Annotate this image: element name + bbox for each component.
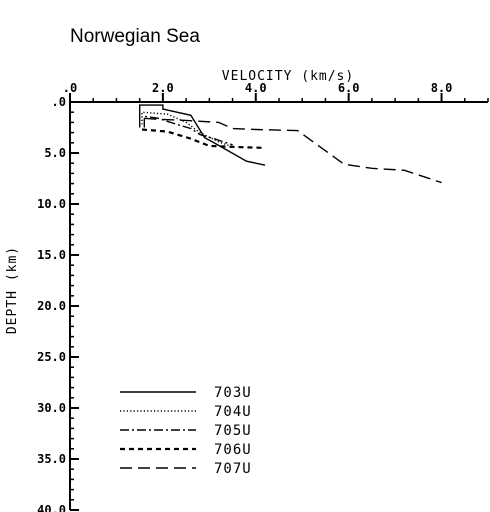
- x-tick-label: .0: [63, 81, 77, 95]
- series-line-707U: [144, 117, 442, 184]
- series-line-703U: [138, 104, 266, 166]
- legend-label: 706U: [214, 442, 252, 458]
- legend-label: 704U: [214, 404, 252, 420]
- y-tick-label: 10.0: [37, 197, 66, 211]
- x-tick-label: 2.0: [152, 81, 174, 95]
- y-ticks: .0 5.0 10.0 15.0 20.0 25.0 30.0 35.0 40.0: [37, 95, 79, 512]
- series-lines: [138, 104, 442, 184]
- y-tick-label: 15.0: [37, 248, 66, 262]
- x-axis-label: VELOCITY (km/s): [222, 69, 354, 84]
- legend: 703U 704U 705U 706U 707U: [120, 385, 252, 477]
- x-tick-label: 6.0: [338, 81, 360, 95]
- legend-label: 705U: [214, 423, 252, 439]
- y-tick-label: 40.0: [37, 503, 66, 512]
- series-line-705U: [143, 115, 233, 146]
- y-tick-label: 20.0: [37, 299, 66, 313]
- chart-title: Norwegian Sea: [70, 26, 200, 47]
- series-line-704U: [141, 111, 233, 148]
- x-ticks: .0 2.0 4.0 6.0 8.0: [63, 81, 489, 102]
- y-tick-label: 30.0: [37, 401, 66, 415]
- y-axis-label: DEPTH (km): [5, 246, 20, 334]
- y-tick-label: 25.0: [37, 350, 66, 364]
- y-tick-label: 5.0: [44, 146, 66, 160]
- legend-label: 703U: [214, 385, 252, 401]
- legend-label: 707U: [214, 461, 252, 477]
- x-tick-label: 8.0: [431, 81, 453, 95]
- x-tick-label: 4.0: [245, 81, 267, 95]
- y-tick-label: 35.0: [37, 452, 66, 466]
- series-line-706U: [141, 128, 266, 149]
- y-tick-label: .0: [52, 95, 66, 109]
